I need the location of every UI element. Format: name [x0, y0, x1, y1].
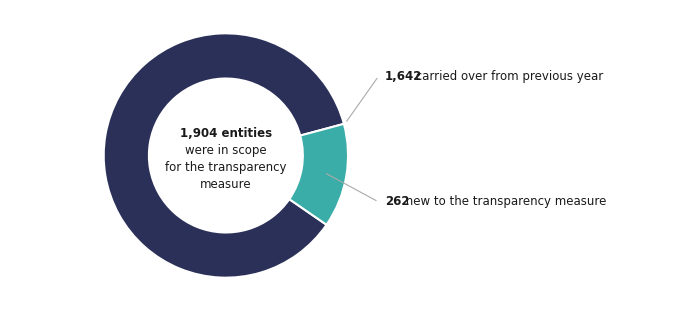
Text: were in scope: were in scope	[185, 144, 267, 157]
Text: 1,642: 1,642	[385, 70, 422, 83]
Text: for the transparency: for the transparency	[165, 161, 286, 174]
Text: carried over from previous year: carried over from previous year	[412, 70, 603, 83]
Text: 1,904 entities: 1,904 entities	[180, 127, 272, 140]
Text: new to the transparency measure: new to the transparency measure	[402, 195, 607, 208]
Text: measure: measure	[200, 178, 252, 191]
Wedge shape	[289, 124, 348, 225]
Text: 262: 262	[385, 195, 409, 208]
Wedge shape	[104, 33, 344, 278]
